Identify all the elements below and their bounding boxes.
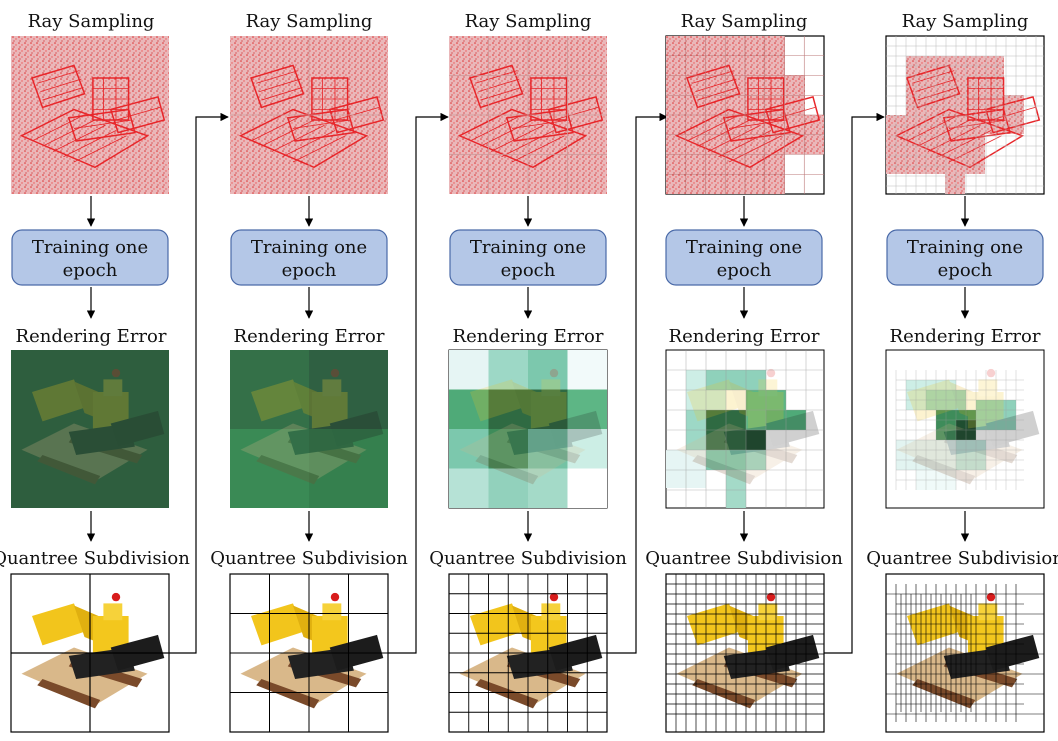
stage-1: Ray Sampling Training one epoch Renderin…	[0, 11, 190, 733]
training-label-line2: epoch	[938, 260, 993, 281]
training-label-line2: epoch	[282, 260, 337, 281]
stage-2: Ray Sampling Training one epoch Renderin…	[210, 11, 408, 733]
quantree-title: Quantree Subdivision	[645, 548, 843, 569]
quantree-image	[229, 573, 389, 733]
ray-sampling-image	[449, 36, 607, 194]
ray-sampling-title: Ray Sampling	[681, 11, 808, 32]
ray-sampling-image	[11, 36, 169, 194]
stage-3: Ray Sampling Training one epoch Renderin…	[429, 11, 627, 733]
ray-sampling-title: Ray Sampling	[246, 11, 373, 32]
rendering-error-title: Rendering Error	[453, 326, 604, 347]
training-label-line1: Training one	[686, 237, 802, 258]
connector-arrow-icon	[824, 112, 885, 654]
training-box: Training one epoch	[665, 229, 823, 286]
training-label-line1: Training one	[907, 237, 1023, 258]
rendering-error-image	[665, 349, 825, 509]
quantree-image	[448, 573, 608, 733]
ray-sampling-title: Ray Sampling	[465, 11, 592, 32]
quantree-title: Quantree Subdivision	[210, 548, 408, 569]
connector-arrow-icon	[169, 112, 229, 654]
training-label-line1: Training one	[251, 237, 367, 258]
training-label-line2: epoch	[501, 260, 556, 281]
rendering-error-title: Rendering Error	[16, 326, 167, 347]
rendering-error-image	[885, 349, 1045, 509]
ray-sampling-image	[885, 35, 1045, 195]
rendering-error-image	[448, 349, 608, 509]
training-label-line1: Training one	[32, 237, 148, 258]
training-box: Training one epoch	[449, 229, 607, 286]
connector-arrow-icon	[607, 112, 668, 654]
training-label-line1: Training one	[470, 237, 586, 258]
training-box: Training one epoch	[886, 229, 1044, 286]
stage-4: Ray Sampling Training one epoch Renderin…	[645, 11, 843, 733]
quantree-title: Quantree Subdivision	[429, 548, 627, 569]
rendering-error-title: Rendering Error	[890, 326, 1041, 347]
ray-sampling-title: Ray Sampling	[28, 11, 155, 32]
rendering-error-title: Rendering Error	[669, 326, 820, 347]
quantree-image	[885, 573, 1045, 733]
quantree-image	[665, 573, 825, 733]
ray-sampling-image	[665, 35, 825, 195]
quantree-title: Quantree Subdivision	[866, 548, 1058, 569]
stage-5: Ray Sampling Training one epoch Renderin…	[866, 11, 1058, 733]
training-box: Training one epoch	[11, 229, 169, 286]
connector-arrow-icon	[388, 112, 449, 654]
training-label-line2: epoch	[63, 260, 118, 281]
ray-sampling-image	[230, 36, 388, 194]
quantree-image	[10, 573, 170, 733]
rendering-error-image	[230, 350, 388, 508]
training-label-line2: epoch	[717, 260, 772, 281]
rendering-error-title: Rendering Error	[234, 326, 385, 347]
ray-sampling-title: Ray Sampling	[902, 11, 1029, 32]
rendering-error-image	[11, 350, 169, 508]
training-box: Training one epoch	[230, 229, 388, 286]
quantree-title: Quantree Subdivision	[0, 548, 190, 569]
